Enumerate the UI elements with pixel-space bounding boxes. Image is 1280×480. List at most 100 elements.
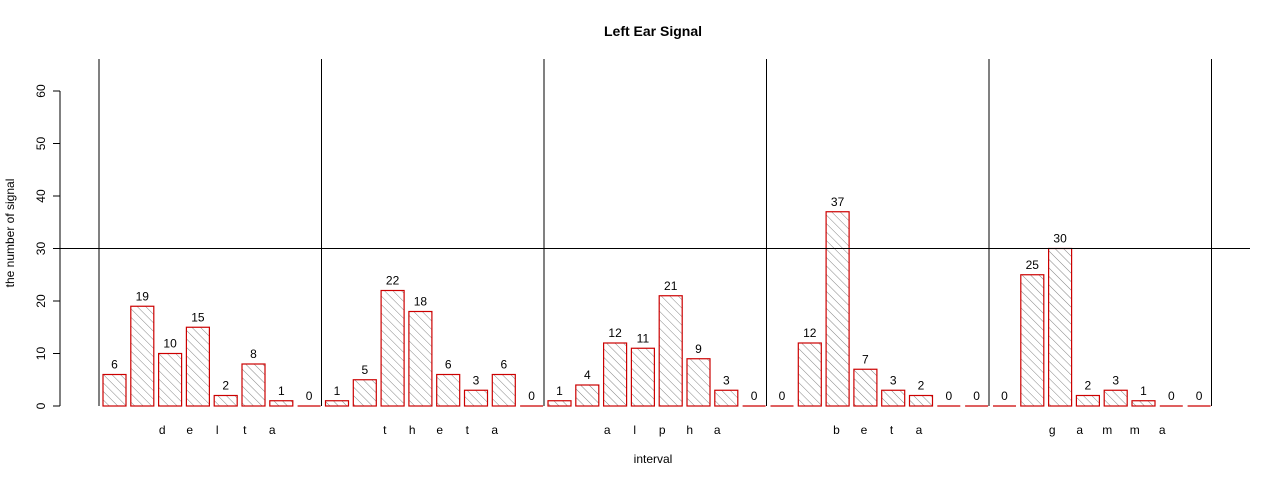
category-letter: l: [216, 423, 219, 437]
bar: [324, 400, 350, 407]
bar-value-label: 3: [473, 373, 480, 387]
category-letter: m: [1102, 423, 1112, 437]
bar-value-label: 0: [1168, 389, 1175, 403]
bar-value-label: 18: [414, 295, 428, 309]
bar-value-label: 12: [803, 326, 817, 340]
bar: [352, 379, 377, 407]
category-letter: e: [436, 423, 443, 437]
category-letter: t: [383, 423, 387, 437]
category-letter: a: [604, 423, 611, 437]
bar: [185, 326, 210, 407]
bar-value-label: 0: [1001, 389, 1008, 403]
y-tick-label: 20: [34, 294, 48, 308]
y-tick-label: 60: [34, 84, 48, 98]
category-letter: g: [1049, 423, 1056, 437]
x-axis-label: interval: [634, 452, 673, 466]
bar: [463, 389, 489, 407]
bar: [1103, 389, 1128, 407]
bar: [1020, 274, 1045, 407]
bar-value-label: 6: [500, 358, 507, 372]
category-letter: t: [243, 423, 247, 437]
category-letter: b: [833, 423, 840, 437]
category-letter: t: [890, 423, 894, 437]
bar-value-label: 3: [890, 373, 897, 387]
bar-value-label: 9: [695, 342, 702, 356]
bar: [491, 373, 516, 407]
bar: [630, 347, 656, 407]
category-letter: m: [1130, 423, 1140, 437]
category-letter: p: [659, 423, 666, 437]
bar-value-label: 21: [664, 279, 678, 293]
bar: [714, 389, 739, 407]
y-axis: 0 10 20 30 40 50 60: [34, 84, 61, 409]
category-letter: e: [861, 423, 868, 437]
bar-value-label: 2: [918, 379, 925, 393]
bar-value-label: 0: [1196, 389, 1203, 403]
y-tick-label: 40: [34, 189, 48, 203]
category-letter: e: [186, 423, 193, 437]
chart-title: Left Ear Signal: [604, 23, 702, 39]
bar: [1131, 400, 1156, 407]
bar-value-label: 2: [222, 379, 229, 393]
bar: [825, 211, 850, 407]
bar-value-label: 1: [1140, 384, 1147, 398]
bar-value-label: 10: [163, 337, 177, 351]
bar-value-label: 7: [862, 352, 869, 366]
category-letter: a: [714, 423, 721, 437]
bar-value-label: 0: [751, 389, 758, 403]
bar-value-label: 2: [1085, 379, 1092, 393]
bar-value-label: 0: [306, 389, 313, 403]
category-letter: h: [686, 423, 693, 437]
bar-value-label: 1: [278, 384, 285, 398]
bar-value-label: 25: [1026, 258, 1040, 272]
bar: [686, 358, 711, 407]
bar-value-label: 8: [250, 347, 257, 361]
bar-value-label: 11: [637, 331, 650, 345]
bar-value-label: 6: [445, 358, 452, 372]
bar-value-label: 15: [191, 310, 205, 324]
category-letter: a: [1159, 423, 1166, 437]
category-letter: a: [1076, 423, 1083, 437]
bar: [436, 373, 461, 407]
bar-value-label: 3: [1112, 373, 1119, 387]
group-dividers: [60, 59, 1250, 406]
bar: [853, 368, 878, 407]
y-tick-label: 10: [34, 347, 48, 361]
y-tick-label: 50: [34, 137, 48, 151]
bar: [241, 363, 266, 407]
category-letter: a: [269, 423, 276, 437]
bar-value-label: 5: [361, 363, 368, 377]
bar-value-label: 0: [779, 389, 786, 403]
bar: [602, 342, 628, 407]
bar: [1047, 247, 1073, 407]
bar: [158, 352, 183, 407]
bar-value-label: 30: [1053, 232, 1067, 246]
category-letter: a: [916, 423, 923, 437]
bar-value-label: 6: [111, 358, 118, 372]
bar: [102, 373, 127, 407]
bar: [575, 384, 600, 407]
bar-value-label: 0: [945, 389, 952, 403]
y-tick-label: 30: [34, 242, 48, 256]
bar-value-label: 0: [973, 389, 980, 403]
bars: [102, 211, 1211, 407]
bar: [269, 400, 294, 407]
bar-value-label: 22: [386, 274, 400, 288]
category-letter: a: [491, 423, 498, 437]
bar: [380, 289, 405, 407]
category-letter: d: [159, 423, 166, 437]
y-axis-label: the number of signal: [3, 179, 17, 288]
bar: [908, 394, 934, 407]
category-letter: l: [633, 423, 636, 437]
bar-value-label: 12: [608, 326, 622, 340]
bar: [547, 400, 572, 407]
bar-value-label: 0: [528, 389, 535, 403]
bar: [408, 310, 433, 407]
bar: [1075, 394, 1101, 407]
bar-value-label: 4: [584, 368, 591, 382]
bar: [797, 342, 822, 407]
bar-value-label: 37: [831, 195, 845, 209]
